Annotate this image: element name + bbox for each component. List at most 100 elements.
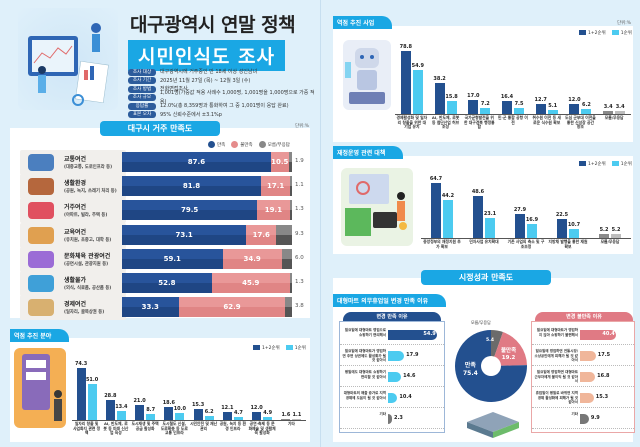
bar-value-label: 1.6 (281, 411, 291, 418)
bar-unknown (290, 176, 293, 197)
category-label: 취수원 이전 등 새로운 식수원 확보 (532, 115, 561, 125)
bar-rank12 (76, 367, 86, 420)
category-name: 생활환경 (64, 180, 87, 188)
reason-value: 9.9 (590, 415, 600, 421)
info-value: 대구광역시에 거주중인 만 18세 이상 성인남녀 (160, 69, 258, 75)
category-desc: (유치원, 초중고, 대학 등) (64, 237, 112, 243)
bar-rank1 (263, 416, 273, 420)
bar-value-label: 28.8 (104, 392, 117, 399)
bar-unknown (289, 200, 292, 221)
culture-icon (28, 250, 54, 268)
legend-satisfied: 만족 (208, 141, 225, 148)
satisfaction-row: 교육여건 (유치원, 초중고, 대학 등) 73.1 17.6 9.3 (20, 222, 310, 249)
reason-bar (580, 414, 589, 424)
category-desc: (공원, 녹지, 쓰레기 처리 등) (64, 189, 117, 195)
bar-dissatisfied: 62.9 (178, 297, 286, 318)
category-label: 중앙정부의 재정지원 추가 확보 (423, 239, 461, 249)
bar-rank12 (557, 218, 567, 238)
stacked-bar: 33.3 62.9 (122, 297, 292, 318)
bar-value-label: 1.1 (292, 412, 302, 419)
survey-info-row: 조사 규모 1,001명(가중값 적용 사례수 1,000명, 1,001명을 1… (128, 90, 320, 105)
bar-rank12 (281, 418, 291, 420)
bar-rank12 (535, 103, 546, 114)
bar-value-label: 74.3 (74, 360, 88, 367)
survey-info-row: 조사 대상 대구광역시에 거주중인 만 18세 이상 성인남녀 (128, 68, 320, 77)
bar-value-label: 64.7 (429, 175, 443, 182)
survey-info-row: 조사 방법 전화면접조사 (128, 85, 320, 94)
pie-slice-dissatisfied (491, 332, 527, 366)
dissatisfied-reasons-box: 일요일에 대형마트가 영업하지 않아 쇼핑하기 불편해서 40.4 일요일에 영업… (531, 321, 635, 433)
category-label: 기존 사업의 축소 및 구조조정 (507, 239, 545, 249)
category-label: 지방채 발행을 통한 재원확보 (548, 239, 588, 249)
reason-text: 일요일에 대형마트가 영업하지 않아 쇼핑하기 불편해서 (536, 328, 578, 337)
left-page: 대구광역시 연말 정책 시민인식도 조사 조사 대상 대구광역시에 거주중인 만 … (10, 8, 320, 442)
category-name: 문화체육 관광여건 (64, 252, 111, 260)
mart-pie-chart: 모름/무응답 만족 75.4 불만족 19.2 5.4 (449, 318, 533, 438)
unit-label: 단위:% (295, 124, 310, 129)
bar-rank1 (446, 101, 457, 114)
satisfaction-label: 문화체육 관광여건 (공연시설, 관광지원 등) (20, 246, 126, 272)
bar-value-label: 5.2 (599, 226, 609, 233)
bar-rank12 (515, 214, 525, 238)
bar-rank12 (569, 104, 580, 114)
bar-rank12 (105, 399, 115, 420)
calculator-money-icon (345, 174, 407, 236)
reason-value: 17.5 (597, 352, 611, 358)
reason-bar (580, 330, 617, 340)
bus-icon (28, 154, 54, 171)
reason-bar (580, 393, 594, 403)
bar-value-label: 22.5 (555, 211, 569, 218)
reason-value: 15.3 (595, 394, 609, 400)
bar-value-label: 10.7 (567, 221, 581, 228)
bar-satisfied: 33.3 (122, 297, 179, 318)
bar-value-label: 27.9 (513, 207, 527, 214)
category-name: 경제여건 (64, 301, 87, 309)
unknown-value: 1.3 (295, 279, 304, 285)
unknown-value: 1.9 (295, 158, 304, 164)
bar-rank12 (193, 409, 203, 420)
priority-field-chart: 74.3 51.0 일자리 창출 및 사업화지 관련 정책 28.8 13.4 AI, 반… (72, 354, 306, 442)
info-key: 응답률 (128, 102, 156, 110)
x-axis (421, 238, 631, 239)
bar-value-label: 6.2 (581, 102, 591, 109)
bar-rank1 (480, 108, 491, 114)
bar-rank12 (252, 411, 262, 420)
bar-rank1 (87, 384, 97, 420)
dissatisfied-reasons-title: 변경 불만족 이유 (535, 312, 633, 322)
info-key: 조사 대상 (128, 68, 156, 76)
bar-value-label: 51.0 (85, 377, 99, 384)
bar-value-label: 12.1 (221, 404, 234, 411)
bar-unknown (285, 297, 292, 318)
pie-label-dissatisfied: 불만족 19.2 (501, 348, 517, 361)
bar-rank12 (222, 411, 232, 420)
bar-rank12 (135, 405, 145, 420)
info-value: 전화면접조사 (160, 86, 188, 92)
reason-item: 대형마트의 매출 증가로 지역경제에 도움이 될 것 같아서 10.4 (340, 389, 444, 408)
bar-value-label: 7.5 (514, 101, 524, 107)
reason-item: 일요일에 대형마트가 영업하지 않아 쇼핑하기 불편해서 40.4 (532, 326, 634, 345)
category-label: AI, 반도체, 로봇 등 첨단산업 허브 조성 (431, 115, 460, 130)
bar-rank1 (514, 108, 524, 114)
category-name: 교육여건 (64, 228, 87, 236)
stacked-bar: 52.8 45.9 (122, 273, 292, 293)
priority-field-legend: 1+2순위 1순위 (253, 345, 306, 351)
stacked-bar: 79.5 19.1 (122, 200, 292, 221)
satisfaction-legend: 만족 불만족 모름/무응답 (208, 141, 290, 148)
reason-bar (388, 414, 392, 424)
bar-unknown (276, 224, 292, 245)
bar-rank1 (204, 415, 214, 420)
reason-value: 40.4 (602, 331, 615, 337)
bar-rank1 (233, 416, 243, 420)
unit-label: 단위:% (617, 21, 632, 26)
bar-value-label: 5.1 (548, 102, 558, 109)
unknown-value: 6.0 (295, 254, 304, 261)
bar-value-label: 17.0 (467, 93, 480, 100)
category-desc: (아파트, 빌라, 주택 등) (64, 213, 108, 219)
bar-dissatisfied: 17.6 (246, 224, 277, 245)
resume-person-icon (22, 354, 62, 421)
reason-value: 14.6 (403, 373, 416, 379)
house-icon (28, 202, 54, 220)
reason-text: 일요일에 대형마트 영업으로 쇼핑하기 편리해서 (344, 328, 386, 337)
x-axis (395, 114, 631, 115)
priority-project-title: 역점 추진 사업 (333, 16, 393, 29)
